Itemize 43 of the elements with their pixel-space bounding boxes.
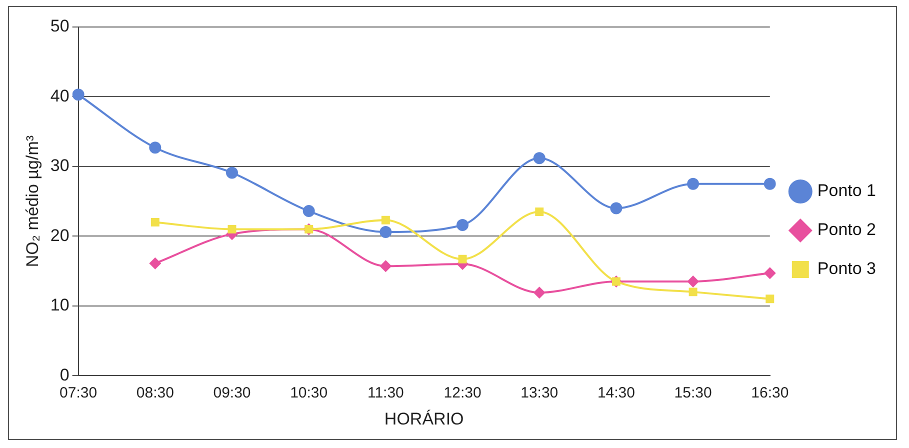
x-tick-label: 11:30 bbox=[367, 384, 404, 402]
y-tick-label: 30 bbox=[50, 156, 70, 176]
point bbox=[533, 286, 546, 299]
point bbox=[149, 257, 162, 270]
point bbox=[687, 178, 700, 190]
x-tick-label: 07:30 bbox=[60, 384, 98, 402]
y-tick-label: 50 bbox=[50, 16, 70, 36]
point bbox=[688, 288, 698, 296]
point bbox=[458, 254, 467, 264]
point bbox=[456, 219, 469, 232]
point bbox=[535, 208, 544, 216]
point bbox=[381, 216, 390, 224]
point bbox=[72, 88, 84, 101]
x-tick-label: 15:30 bbox=[674, 384, 712, 402]
y-axis-title: NO₂ médio µg/m³ bbox=[22, 135, 42, 268]
x-tick-label: 08:30 bbox=[136, 384, 174, 402]
point bbox=[687, 275, 700, 288]
point bbox=[610, 202, 622, 214]
x-tick-label: 14:30 bbox=[597, 384, 635, 402]
y-tick-label: 40 bbox=[50, 86, 70, 106]
y-tick-label: 10 bbox=[50, 296, 70, 315]
x-tick-label: 16:30 bbox=[751, 384, 789, 402]
point bbox=[302, 205, 315, 218]
legend-label: Ponto 2 bbox=[817, 220, 876, 240]
point bbox=[764, 178, 776, 190]
y-tick-label: 0 bbox=[60, 365, 70, 384]
y-tick-label: 20 bbox=[50, 226, 70, 245]
point bbox=[380, 226, 392, 238]
legend-label: Ponto 1 bbox=[817, 181, 876, 200]
x-tick-label: 13:30 bbox=[520, 384, 558, 402]
point bbox=[226, 166, 238, 179]
point bbox=[228, 224, 236, 234]
point bbox=[150, 218, 160, 226]
x-axis-title: HORÁRIO bbox=[384, 409, 464, 428]
point bbox=[380, 260, 392, 272]
point bbox=[764, 267, 776, 280]
point bbox=[149, 142, 162, 154]
legend-label: Ponto 3 bbox=[817, 259, 876, 278]
point bbox=[766, 294, 774, 304]
point bbox=[533, 152, 546, 164]
x-tick-label: 09:30 bbox=[213, 384, 251, 402]
x-tick-label: 12:30 bbox=[444, 384, 482, 402]
x-tick-label: 10:30 bbox=[290, 384, 328, 402]
